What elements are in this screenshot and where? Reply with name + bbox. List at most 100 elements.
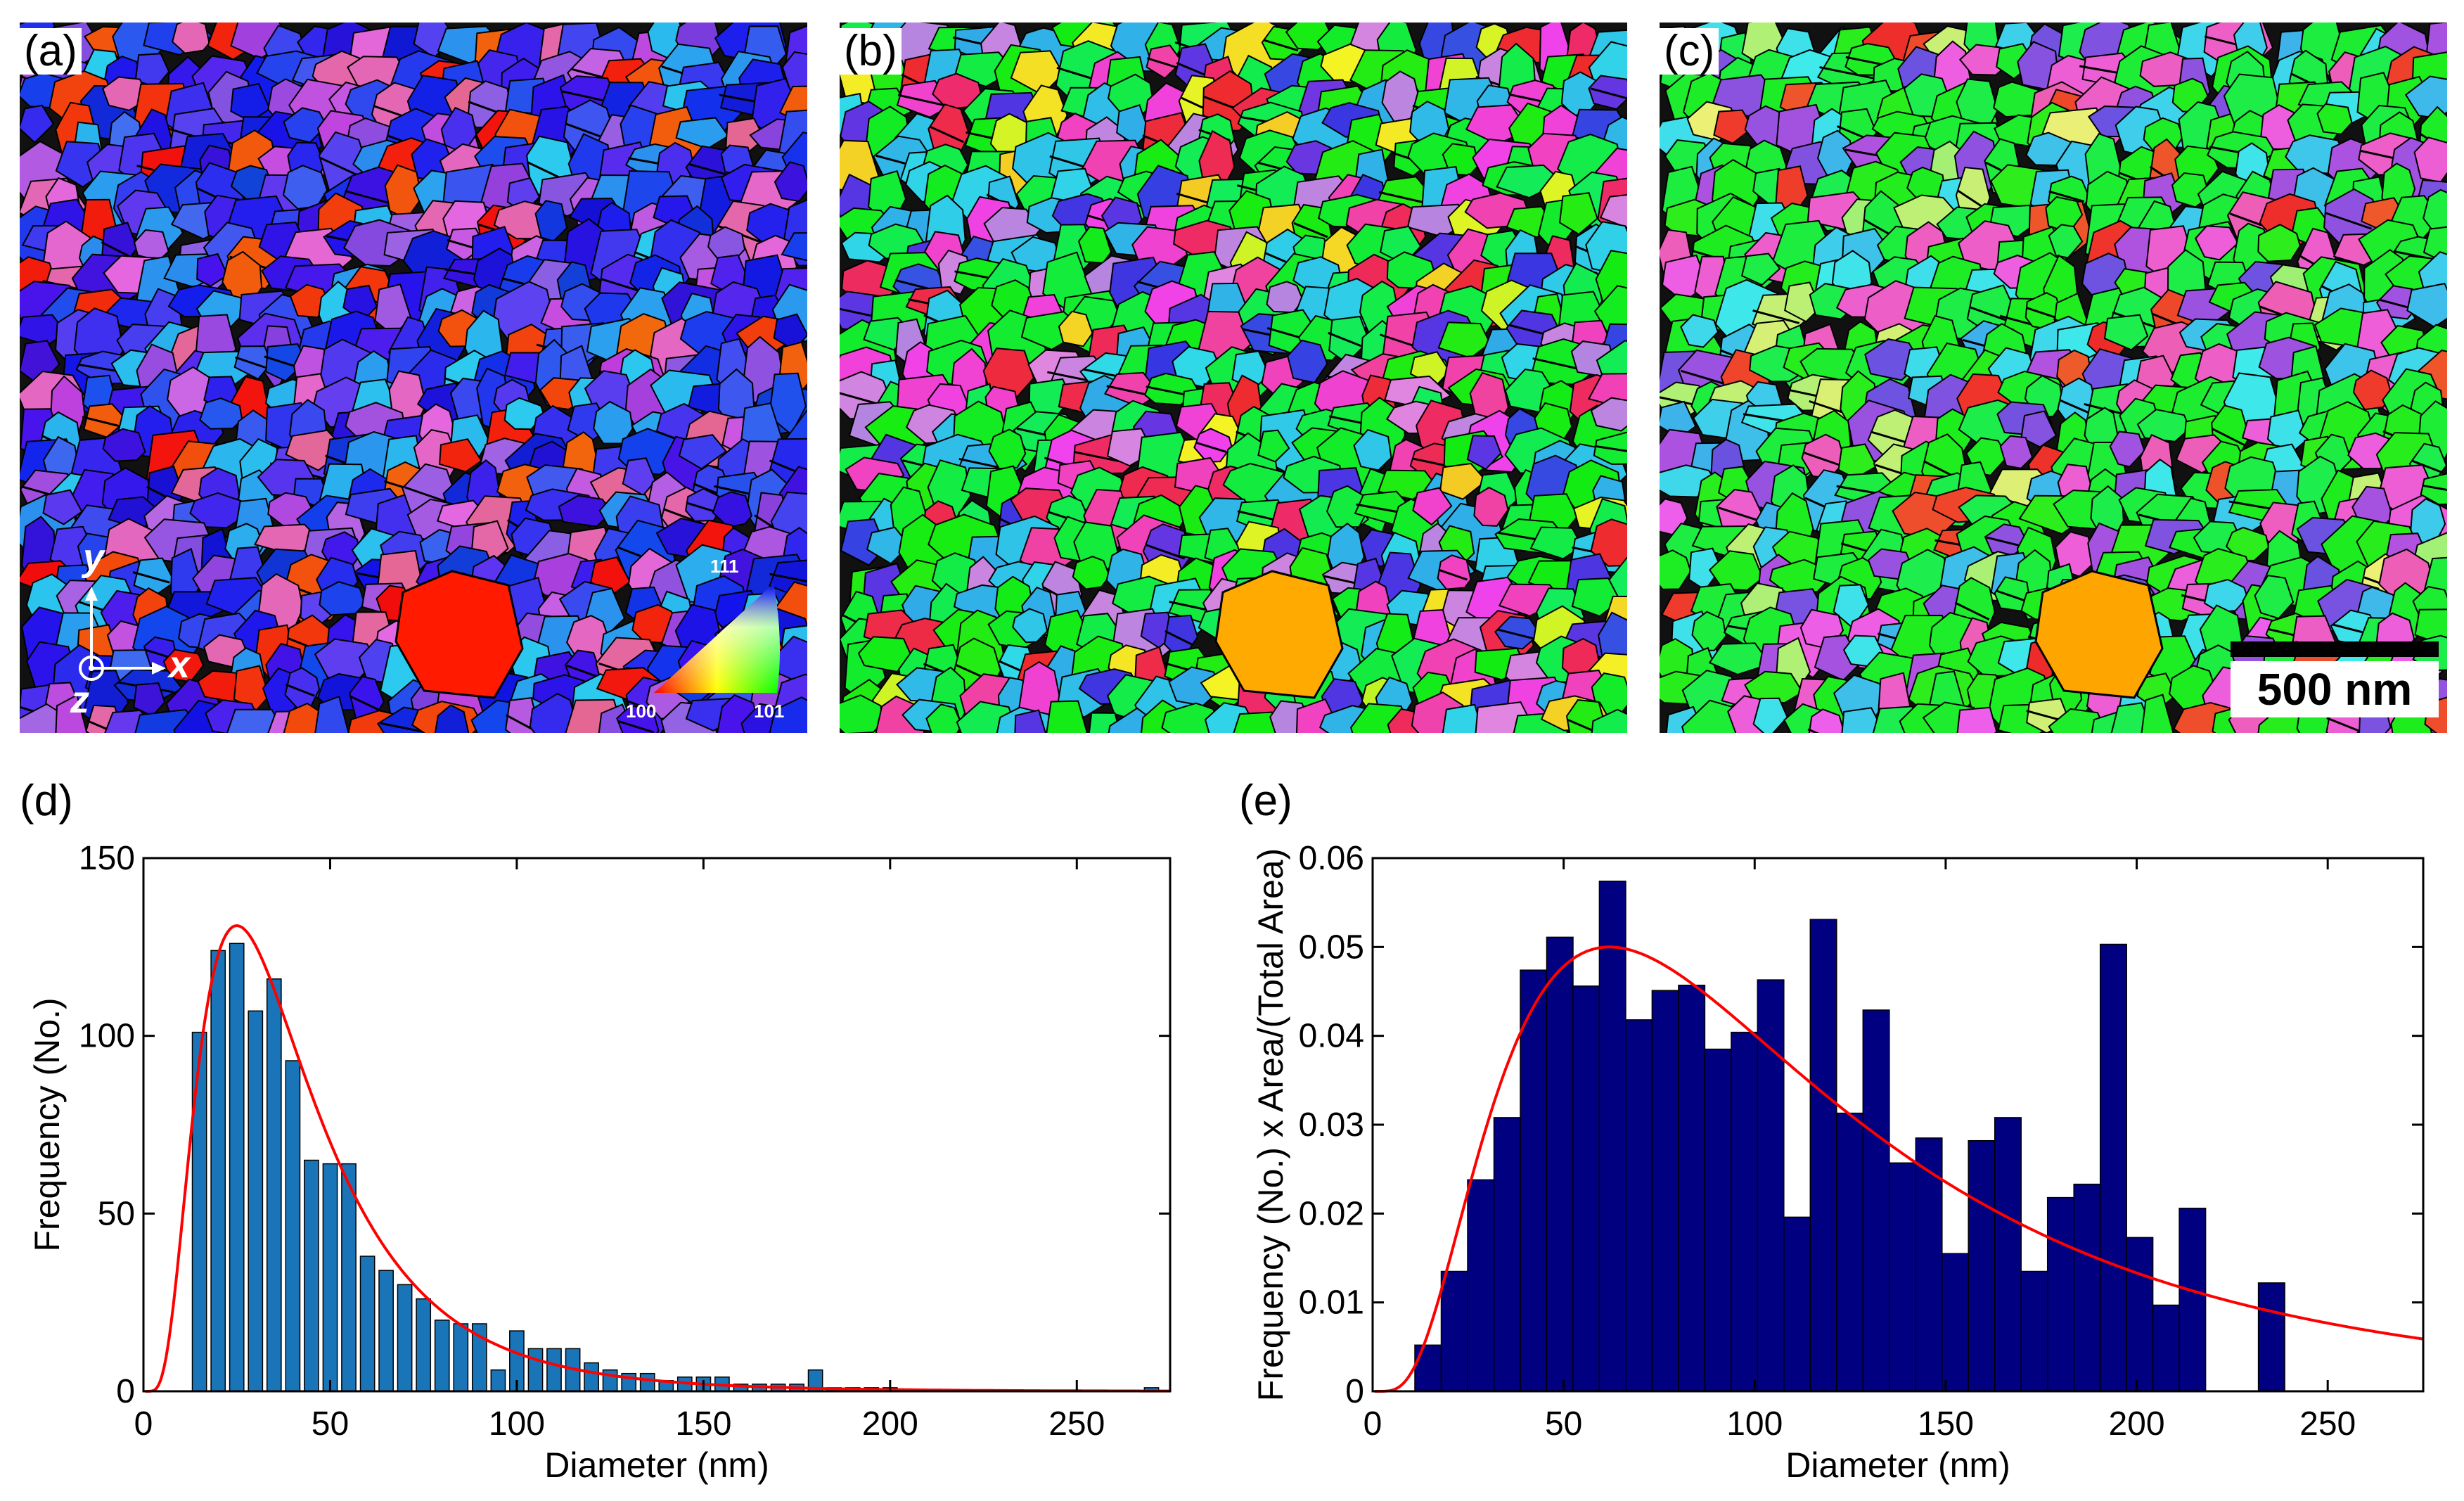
histogram-bar [2073,1183,2101,1392]
histogram-bar [397,1284,413,1392]
histogram-bar [191,1031,207,1392]
histogram-bar [1862,1009,1890,1392]
histogram-bar [266,978,282,1392]
histogram-d: 0 50 100 150 200 250 0 50 100 150 Diameter (nm) Fre… [0,830,1232,1501]
histogram-bar [2152,1304,2180,1392]
histogram-bar [584,1362,599,1392]
axis-triad-icon [79,587,166,681]
ipf-label-101: 101 [754,701,785,722]
histogram-bar [1546,936,1574,1392]
y-tick-label: 0.01 [1299,1284,1364,1322]
histogram-bar [1414,1344,1442,1392]
grain-map-a-image [20,23,807,733]
x-tick-label: 100 [1726,1405,1783,1443]
orientation-map-a [20,23,807,733]
ipf-label-100: 100 [626,701,657,722]
histogram-e-plot: 0 50 100 150 200 250 0 0.01 0.02 0.03 0.04 0.05 0.06… [1251,840,2425,1485]
histogram-bar [1440,1270,1468,1392]
x-tick-label: 150 [1918,1405,1974,1443]
histogram-bar [1678,984,1706,1392]
panel-label-d: (d) [20,777,73,825]
histogram-bar [248,1010,264,1392]
histogram-bar [490,1369,506,1392]
histogram-bar [1783,1216,1811,1392]
y-axis-label: Frequency (No.) [27,997,67,1251]
ipf-color-key-icon [654,584,780,693]
histogram-bar [1520,969,1548,1392]
x-tick-label: 200 [862,1405,918,1443]
histogram-bar [285,1060,301,1392]
histogram-bar [453,1323,469,1392]
y-tick-label: 0 [116,1373,135,1410]
y-tick-label: 0.06 [1299,840,1364,877]
panel-label-b: (b) [840,28,901,75]
x-tick-label: 0 [1363,1405,1382,1443]
histogram-bar [304,1159,319,1392]
histogram-bar [210,950,226,1392]
histogram-bar [1625,1019,1653,1392]
histogram-bar [1467,1179,1495,1392]
histogram-bar [2179,1208,2207,1392]
histogram-bar [359,1256,376,1392]
histogram-bar [546,1348,562,1392]
histogram-bar [416,1298,432,1392]
histogram-bar [2126,1237,2154,1392]
ipf-label-111: 111 [710,556,739,577]
histogram-bar [1598,881,1626,1392]
histogram-bar [639,1372,655,1392]
histogram-bar [229,943,245,1392]
scale-bar-label: 500 nm [2231,661,2439,717]
x-tick-label: 250 [2299,1405,2356,1443]
histogram-bar [1572,985,1600,1392]
histogram-bar [1889,1162,1917,1392]
x-axis-label: Diameter (nm) [1785,1445,2010,1485]
orientation-map-b [840,23,1627,733]
y-tick-label: 50 [98,1195,135,1232]
y-tick-label: 100 [79,1018,135,1055]
histogram-bar [1968,1139,1996,1392]
histogram-bar [1704,1048,1732,1392]
x-tick-label: 200 [2108,1405,2164,1443]
histogram-bar [341,1163,357,1392]
histogram-bar [1493,1117,1521,1392]
histogram-bar [2020,1270,2048,1392]
x-tick-label: 0 [134,1405,153,1443]
histogram-bar [1994,1117,2022,1392]
panel-label-e: (e) [1239,777,1292,825]
x-axis-label: Diameter (nm) [544,1445,769,1485]
x-tick-label: 50 [1545,1405,1582,1443]
y-tick-label: 0.05 [1299,928,1364,966]
grain-map-c-image [1660,23,2447,733]
panel-label-a: (a) [20,28,82,75]
y-axis-label: Frequency (No.) x Area/(Total Area) [1251,848,1290,1401]
axis-label-z: z [70,679,89,721]
histogram-e: 0 50 100 150 200 250 0 0.01 0.02 0.03 0.04 0.05 0.06… [1232,830,2464,1501]
x-tick-label: 150 [675,1405,731,1443]
axis-label-x: x [169,644,191,686]
fit-curve [1374,945,2424,1393]
y-tick-label: 0.03 [1299,1106,1364,1144]
plot-frame [142,857,1172,1393]
histogram-bar [1731,1031,1759,1392]
y-tick-label: 0 [1345,1373,1364,1410]
y-tick-label: 0.04 [1299,1018,1364,1055]
orientation-map-c [1660,23,2447,733]
histogram-bar [2099,943,2127,1392]
histogram-bar [434,1320,450,1392]
panel-label-c: (c) [1660,28,1719,75]
grain-map-b-image [840,23,1627,733]
y-tick-label: 0.02 [1299,1195,1364,1232]
histogram-bar [527,1348,544,1392]
histogram-bar [322,1163,338,1392]
y-tick-label: 150 [79,840,135,877]
axis-label-y: y [83,537,105,579]
x-tick-label: 250 [1048,1405,1105,1443]
x-tick-label: 100 [489,1405,545,1443]
histogram-bar [1941,1253,1969,1392]
scale-bar: 500 nm [2231,641,2439,719]
scale-bar-line [2231,641,2439,657]
histogram-bar [378,1270,394,1392]
x-tick-label: 50 [312,1405,349,1443]
histogram-bar [1809,919,1837,1392]
